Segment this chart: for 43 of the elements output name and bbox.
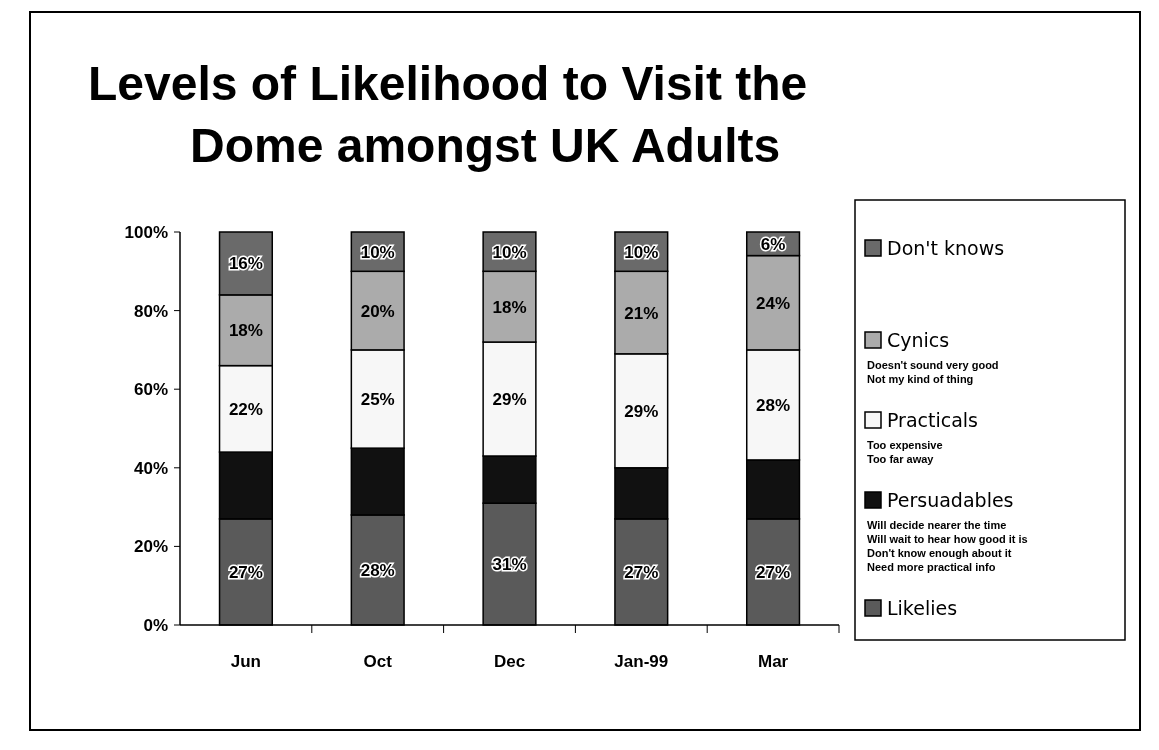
data-label: 29%	[624, 401, 659, 421]
legend-label: Likelies	[887, 597, 958, 619]
data-label: 22%	[228, 399, 263, 419]
legend-label: Persuadables	[887, 489, 1014, 511]
legend-label: Don't knows	[887, 237, 1005, 259]
data-label: 27%	[624, 562, 659, 582]
text: Doesn't sound very good	[867, 359, 999, 371]
text: Don't know enough about it	[867, 547, 1012, 559]
data-label: 10%	[360, 242, 395, 262]
data-label: 29%	[492, 390, 527, 410]
y-tick-label: 0%	[143, 616, 168, 635]
y-tick-label: 100%	[124, 223, 168, 242]
data-label: 16%	[228, 254, 263, 274]
data-label: 18%	[492, 297, 527, 317]
y-tick-label: 20%	[133, 537, 168, 557]
chart-title: Levels of Likelihood to Visit the Dome amongst UK Adults	[88, 57, 808, 172]
data-label: 25%	[360, 390, 395, 410]
text: Will decide nearer the time	[867, 519, 1007, 531]
text: Will wait to hear how good it is	[867, 533, 1028, 545]
data-label: 27%	[228, 562, 263, 582]
text: Need more practical info	[867, 561, 996, 573]
text: Not my kind of thing	[867, 373, 974, 385]
data-label: 6%	[760, 234, 786, 254]
x-tick-label: Mar	[757, 652, 789, 671]
x-tick-label: Dec	[493, 652, 526, 671]
y-tick-label: 40%	[133, 458, 168, 478]
x-tick-label: Oct	[363, 652, 393, 671]
legend-label: Cynics	[887, 329, 950, 351]
data-label: 28%	[360, 560, 395, 580]
y-tick-label: 80%	[133, 301, 168, 321]
data-label: 10%	[624, 242, 659, 262]
data-label: 24%	[756, 293, 791, 313]
data-label: 18%	[228, 321, 263, 341]
y-tick-label: 60%	[133, 380, 168, 400]
data-label: 28%	[756, 395, 791, 415]
data-label: 20%	[360, 301, 395, 321]
text: Too expensive	[867, 439, 943, 451]
x-tick-label: Jan-99	[614, 652, 669, 671]
data-label: 21%	[624, 303, 659, 323]
x-tick-label: Jun	[230, 652, 262, 671]
data-label: 27%	[756, 562, 791, 582]
text: Too far away	[867, 453, 935, 465]
legend-label: Practicals	[887, 409, 979, 431]
